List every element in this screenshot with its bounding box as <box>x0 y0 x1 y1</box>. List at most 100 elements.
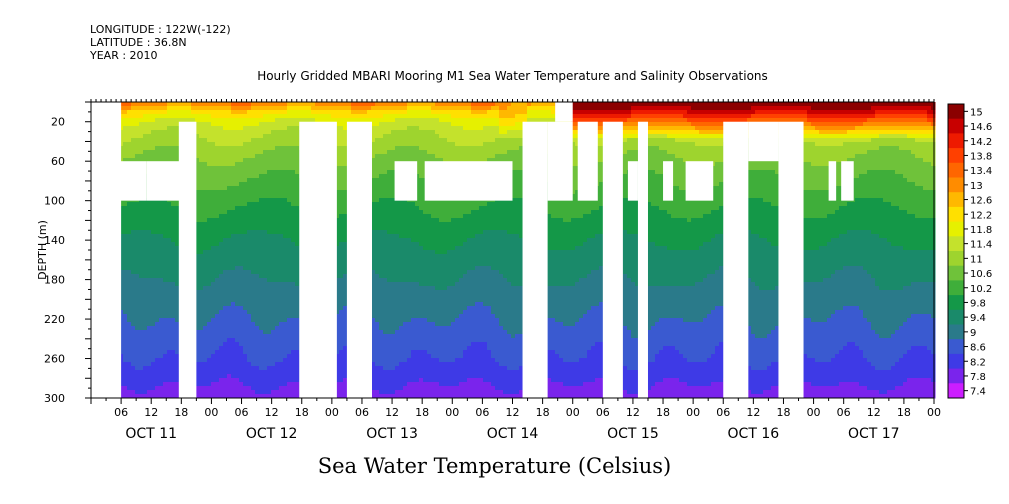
heatmap-cell <box>275 294 280 299</box>
heatmap-cell <box>147 278 152 283</box>
heatmap-cell <box>199 138 204 143</box>
heatmap-cell <box>195 150 200 155</box>
heatmap-cell <box>283 110 288 115</box>
heatmap-cell <box>195 370 200 375</box>
heatmap-cell <box>219 266 224 271</box>
heatmap-cell <box>251 290 256 295</box>
heatmap-cell <box>211 282 216 287</box>
heatmap-cell <box>119 250 124 255</box>
heatmap-cell <box>163 270 168 275</box>
heatmap-cell <box>231 262 236 267</box>
heatmap-cell <box>275 334 280 339</box>
heatmap-cell <box>275 290 280 295</box>
heatmap-cell <box>311 118 316 123</box>
heatmap-cell <box>339 370 344 375</box>
heatmap-cell <box>151 154 156 159</box>
heatmap-cell <box>183 118 188 123</box>
heatmap-cell <box>235 190 240 195</box>
heatmap-cell <box>287 194 292 199</box>
heatmap-cell <box>239 102 244 107</box>
heatmap-cell <box>291 214 296 219</box>
heatmap-cell <box>287 386 292 391</box>
heatmap-cell <box>219 294 224 299</box>
heatmap-cell <box>227 366 232 371</box>
heatmap-cell <box>119 278 124 283</box>
heatmap-cell <box>211 186 216 191</box>
heatmap-cell <box>263 126 268 131</box>
heatmap-cell <box>231 270 236 275</box>
heatmap-cell <box>323 118 328 123</box>
heatmap-cell <box>235 262 240 267</box>
heatmap-cell <box>343 342 348 347</box>
heatmap-cell <box>195 394 200 399</box>
heatmap-cell <box>211 354 216 359</box>
heatmap-cell <box>139 266 144 271</box>
heatmap-cell <box>271 310 276 315</box>
heatmap-cell <box>159 234 164 239</box>
heatmap-cell <box>123 326 128 331</box>
heatmap-cell <box>163 142 168 147</box>
heatmap-cell <box>259 182 264 187</box>
heatmap-cell <box>291 294 296 299</box>
heatmap-cell <box>123 374 128 379</box>
heatmap-cell <box>295 214 300 219</box>
heatmap-cell <box>119 130 124 135</box>
heatmap-cell <box>259 170 264 175</box>
heatmap-cell <box>251 254 256 259</box>
heatmap-cell <box>343 210 348 215</box>
heatmap-cell <box>123 338 128 343</box>
heatmap-cell <box>271 278 276 283</box>
heatmap-cell <box>207 130 212 135</box>
heatmap-cell <box>263 242 268 247</box>
heatmap-cell <box>235 370 240 375</box>
heatmap-cell <box>287 154 292 159</box>
heatmap-cell <box>175 146 180 151</box>
heatmap-cell <box>243 254 248 259</box>
heatmap-cell <box>159 126 164 131</box>
heatmap-cell <box>247 222 252 227</box>
heatmap-cell <box>175 386 180 391</box>
heatmap-cell <box>239 342 244 347</box>
heatmap-cell <box>199 338 204 343</box>
heatmap-cell <box>275 122 280 127</box>
heatmap-cell <box>255 118 260 123</box>
heatmap-cell <box>131 354 136 359</box>
heatmap-cell <box>127 354 132 359</box>
heatmap-cell <box>171 210 176 215</box>
heatmap-cell <box>339 338 344 343</box>
heatmap-cell <box>263 170 268 175</box>
heatmap-cell <box>271 382 276 387</box>
heatmap-cell <box>215 318 220 323</box>
heatmap-cell <box>267 310 272 315</box>
heatmap-cell <box>263 138 268 143</box>
heatmap-cell <box>295 378 300 383</box>
heatmap-cell <box>223 378 228 383</box>
heatmap-cell <box>339 330 344 335</box>
heatmap-cell <box>195 262 200 267</box>
heatmap-cell <box>147 118 152 123</box>
heatmap-cell <box>203 154 208 159</box>
heatmap-cell <box>163 310 168 315</box>
heatmap-cell <box>251 378 256 383</box>
heatmap-cell <box>171 286 176 291</box>
heatmap-cell <box>151 378 156 383</box>
heatmap-cell <box>243 114 248 119</box>
heatmap-cell <box>259 154 264 159</box>
heatmap-cell <box>283 130 288 135</box>
heatmap-cell <box>287 334 292 339</box>
heatmap-cell <box>283 262 288 267</box>
heatmap-cell <box>127 302 132 307</box>
heatmap-cell <box>123 370 128 375</box>
heatmap-cell <box>339 302 344 307</box>
heatmap-cell <box>275 266 280 271</box>
heatmap-cell <box>131 286 136 291</box>
heatmap-cell <box>231 298 236 303</box>
heatmap-cell <box>255 110 260 115</box>
heatmap-cell <box>243 198 248 203</box>
heatmap-cell <box>287 138 292 143</box>
heatmap-cell <box>195 374 200 379</box>
heatmap-cell <box>171 394 176 399</box>
heatmap-cell <box>283 106 288 111</box>
heatmap-cell <box>227 202 232 207</box>
heatmap-cell <box>279 394 284 399</box>
